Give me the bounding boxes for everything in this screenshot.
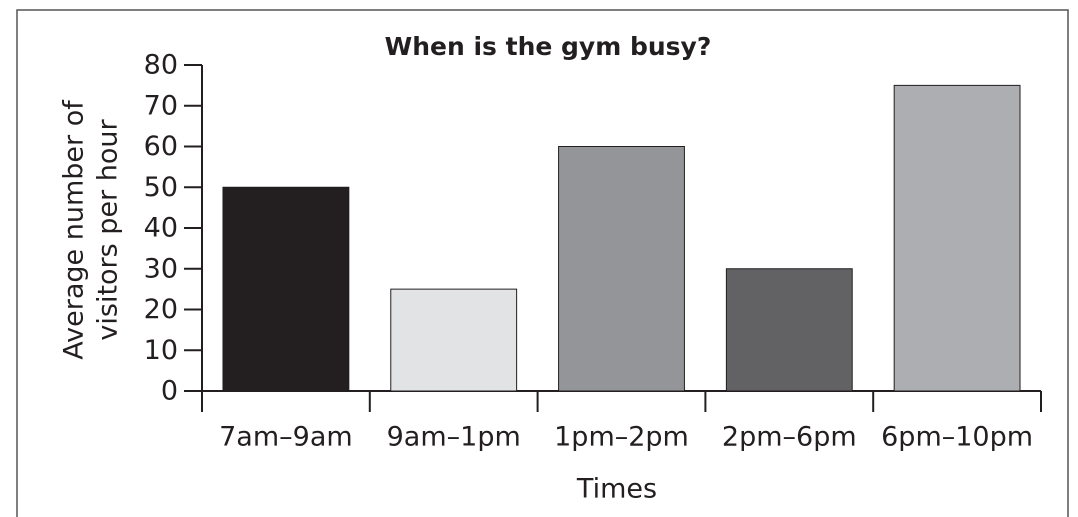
x-tick-label: 7am–9am bbox=[219, 422, 353, 453]
x-axis-label: Times bbox=[576, 474, 657, 505]
y-tick-label: 0 bbox=[161, 376, 178, 407]
bar bbox=[558, 146, 685, 392]
chart-title: When is the gym busy? bbox=[385, 32, 712, 61]
y-tick-label: 40 bbox=[144, 213, 178, 244]
frame bbox=[16, 9, 1069, 517]
y-tick-label: 10 bbox=[144, 335, 178, 366]
y-axis-label: Average number of bbox=[59, 99, 90, 360]
bar bbox=[390, 288, 518, 392]
y-tick-label: 60 bbox=[144, 131, 178, 162]
y-tick-label: 30 bbox=[144, 253, 178, 284]
y-tick-label: 70 bbox=[144, 90, 178, 121]
y-tick-label: 80 bbox=[144, 50, 178, 81]
y-axis-label: visitors per hour bbox=[93, 119, 124, 341]
x-tick-label: 9am–1pm bbox=[387, 422, 521, 453]
bar bbox=[725, 268, 853, 392]
x-tick-label: 6pm–10pm bbox=[881, 422, 1033, 453]
bar bbox=[222, 186, 350, 392]
y-tick-label: 20 bbox=[144, 294, 178, 325]
x-tick-label: 1pm–2pm bbox=[554, 422, 689, 453]
x-tick-label: 2pm–6pm bbox=[722, 422, 857, 453]
y-tick-label: 50 bbox=[144, 172, 178, 203]
bar bbox=[893, 84, 1021, 392]
